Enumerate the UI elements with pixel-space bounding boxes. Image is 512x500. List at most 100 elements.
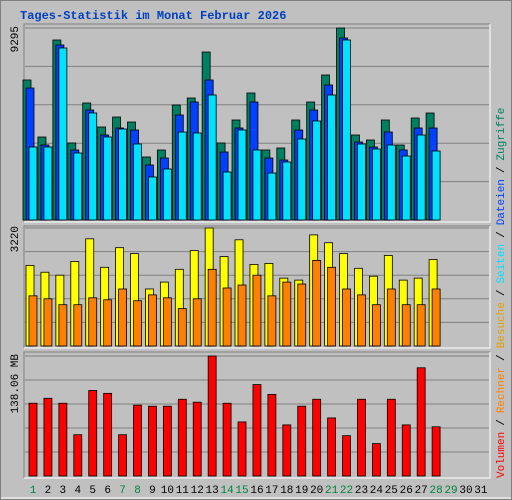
bar (73, 434, 83, 477)
bar (431, 426, 441, 477)
bar (327, 266, 337, 347)
bar (73, 304, 83, 347)
bar (357, 143, 366, 221)
bar (386, 288, 396, 347)
bar (222, 402, 232, 477)
bar (401, 155, 411, 221)
bar (252, 274, 262, 347)
panel-edge (24, 24, 491, 223)
x-tick-label: 7 (119, 485, 126, 497)
x-tick-label: 2 (45, 485, 52, 497)
bar (431, 288, 441, 347)
x-tick-label: 28 (430, 485, 443, 497)
bar (133, 404, 142, 477)
legend-entry: Rechner (496, 367, 508, 413)
x-tick-label: 30 (459, 485, 472, 497)
x-tick-label: 6 (104, 485, 111, 497)
legend-separator: / (496, 231, 508, 238)
legend-entry: Dateien (496, 179, 508, 225)
legend-entry: Zugriffe (496, 108, 508, 161)
y-tick-label: 3220 (10, 226, 22, 252)
bar (177, 308, 187, 347)
bar (43, 146, 53, 221)
bar (312, 260, 322, 347)
bar (148, 294, 157, 347)
bar (118, 288, 127, 347)
bar (28, 146, 38, 221)
bar (103, 392, 113, 477)
x-tick-label: 23 (355, 485, 368, 497)
bar (282, 161, 292, 221)
legend-separator: / (496, 166, 508, 173)
bar (267, 393, 277, 477)
panel-edge (24, 352, 491, 479)
bar (416, 134, 426, 221)
x-tick-label: 8 (134, 485, 141, 497)
bar (237, 284, 247, 347)
bar (58, 304, 68, 347)
bar (327, 417, 337, 477)
bar (73, 152, 83, 221)
x-tick-label: 25 (385, 485, 398, 497)
bar (88, 390, 98, 477)
bar (148, 176, 157, 221)
x-tick-label: 14 (220, 485, 234, 497)
x-tick-label: 17 (265, 485, 278, 497)
bar (267, 172, 277, 221)
bar (88, 297, 98, 347)
x-tick-label: 19 (295, 485, 308, 497)
legend: Volumen / Rechner / Besuche / Seiten / Dateien / Z… (496, 108, 508, 478)
bar (342, 39, 351, 221)
x-tick-label: 29 (444, 485, 457, 497)
bar (222, 171, 232, 221)
bar (222, 287, 232, 347)
x-tick-label: 24 (370, 485, 384, 497)
bar (252, 384, 262, 477)
bar (282, 281, 292, 347)
bar (118, 434, 127, 477)
bar (88, 112, 98, 221)
bar (357, 398, 366, 477)
x-tick-label: 27 (415, 485, 428, 497)
bar (192, 132, 202, 221)
bar (371, 148, 381, 221)
bar (207, 94, 217, 221)
bar (118, 128, 127, 221)
x-tick-label: 15 (235, 485, 248, 497)
bar (327, 94, 337, 221)
legend-entry: Volumen (496, 432, 508, 478)
bar (297, 138, 307, 221)
bar (162, 297, 172, 347)
bar (297, 405, 307, 477)
bar (416, 304, 426, 347)
x-tick-label: 1 (30, 485, 37, 497)
x-tick-label: 20 (310, 485, 323, 497)
bar (401, 304, 411, 347)
bar (357, 294, 366, 347)
x-tick-label: 18 (280, 485, 293, 497)
bar (103, 136, 113, 221)
bar (192, 298, 202, 347)
panel-edge (24, 226, 491, 349)
bar (401, 424, 411, 477)
bar (148, 405, 157, 477)
legend-separator: / (496, 419, 508, 426)
legend-entry: Seiten (496, 244, 508, 284)
bar (386, 398, 396, 477)
bar (312, 120, 322, 221)
bar (312, 398, 322, 477)
bar (58, 402, 68, 477)
bar (192, 401, 202, 477)
x-tick-label: 3 (60, 485, 67, 497)
y-tick-label: 9295 (10, 26, 22, 52)
bar (252, 149, 262, 221)
bar (28, 295, 38, 347)
bar (133, 143, 142, 221)
x-tick-label: 11 (176, 485, 190, 497)
bar (416, 367, 426, 477)
bar (103, 299, 113, 347)
x-tick-label: 4 (74, 485, 81, 497)
legend-separator: / (496, 354, 508, 361)
bar (237, 421, 247, 477)
